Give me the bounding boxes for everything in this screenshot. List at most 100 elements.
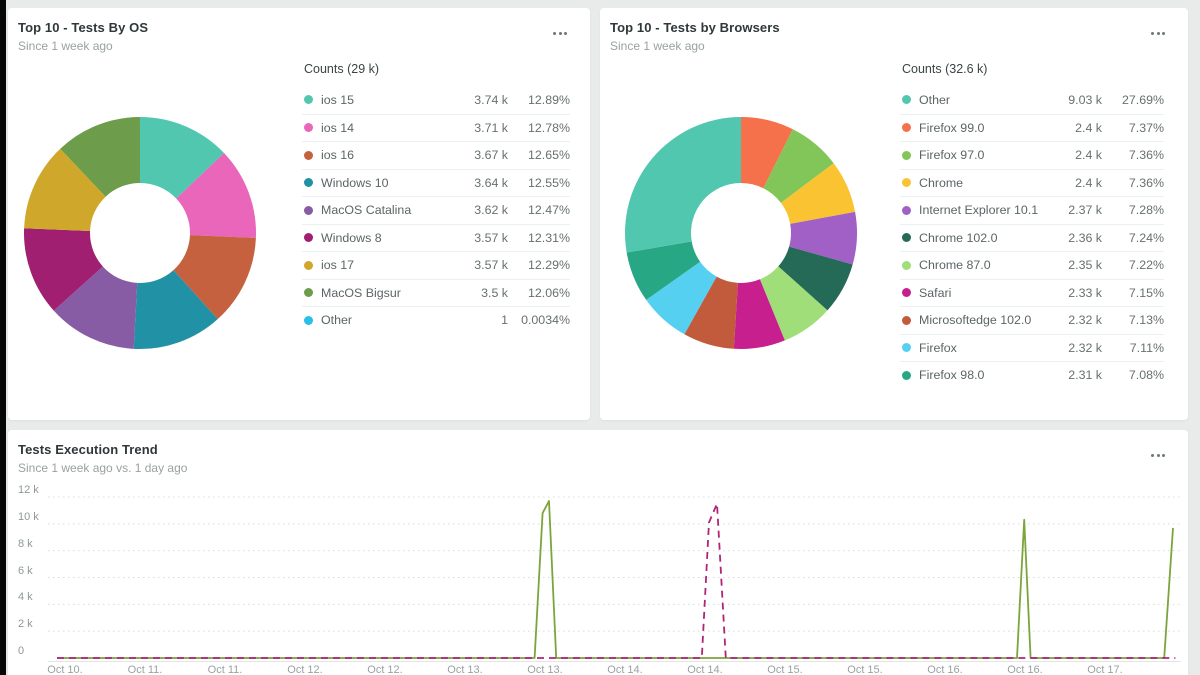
donut-segment[interactable]: [646, 261, 717, 335]
donut-segment[interactable]: [626, 241, 701, 300]
donut-segment[interactable]: [53, 266, 138, 349]
y-axis-label: 2 k: [18, 618, 33, 631]
legend-value: 9.03 k: [1068, 92, 1102, 107]
legend-label: Windows 10: [321, 175, 389, 190]
donut-segment[interactable]: [789, 211, 858, 265]
legend-row[interactable]: Chrome 102.0 2.36 k 7.24%: [900, 223, 1164, 252]
legend-row[interactable]: ios 17 3.57 k 12.29%: [302, 251, 570, 279]
legend-label: Windows 8: [321, 230, 382, 245]
donut-segment[interactable]: [778, 246, 853, 311]
legend-label: Other: [919, 92, 950, 107]
legend-row[interactable]: Firefox 99.0 2.4 k 7.37%: [900, 113, 1164, 142]
donut-segment[interactable]: [763, 129, 834, 203]
legend-value: 3.64 k: [474, 175, 508, 190]
legend-label: ios 15: [321, 92, 355, 107]
legend-row[interactable]: Chrome 2.4 k 7.36%: [900, 168, 1164, 197]
donut-segment[interactable]: [24, 148, 106, 231]
y-axis-label: 10 k: [18, 510, 39, 523]
legend-color-dot: [902, 315, 911, 325]
legend-value: 3.57 k: [474, 258, 508, 273]
panel-menu-icon[interactable]: [1148, 29, 1168, 38]
donut-segment[interactable]: [733, 279, 785, 350]
legend-color-dot: [304, 260, 313, 270]
donut-segment[interactable]: [684, 276, 738, 349]
legend-value: 2.33 k: [1068, 285, 1102, 300]
legend-row[interactable]: Firefox 2.32 k 7.11%: [900, 333, 1164, 362]
donut-segment[interactable]: [140, 117, 225, 199]
x-axis-label: Oct 16.: [927, 664, 963, 675]
legend-rows: Other 9.03 k 27.69% Firefox 99.0 2.4 k 7.37% F…: [900, 86, 1164, 389]
legend-percent: 7.08%: [1128, 368, 1164, 383]
panel-title: Top 10 - Tests By OS: [18, 20, 149, 35]
menu-dot: [1156, 32, 1160, 35]
panel-tests-by-browsers: Top 10 - Tests by Browsers Since 1 week …: [600, 8, 1188, 420]
legend-percent: 12.55%: [527, 175, 570, 190]
legend-label: Firefox: [919, 340, 957, 355]
x-axis-label: Oct 16.: [1007, 664, 1043, 675]
panel-title: Tests Execution Trend: [18, 442, 158, 457]
legend-row[interactable]: Windows 8 3.57 k 12.31%: [302, 223, 570, 252]
legend-value: 2.37 k: [1068, 203, 1102, 218]
x-axis-label: Oct 12.: [367, 664, 403, 675]
donut-segment[interactable]: [24, 228, 103, 311]
x-axis-label: Oct 13.: [527, 664, 563, 675]
donut-segment[interactable]: [780, 163, 856, 224]
panel-menu-icon[interactable]: [550, 29, 570, 38]
legend-row[interactable]: ios 14 3.71 k 12.78%: [302, 113, 570, 142]
legend-color-dot: [304, 315, 313, 325]
legend-row[interactable]: Chrome 87.0 2.35 k 7.22%: [900, 251, 1164, 279]
panel-header: Top 10 - Tests By OS Since 1 week ago: [18, 20, 148, 53]
legend-row[interactable]: Firefox 98.0 2.31 k 7.08%: [900, 361, 1164, 389]
legend-row[interactable]: Microsoftedge 102.0 2.32 k 7.13%: [900, 306, 1164, 334]
legend-percent: 7.24%: [1128, 230, 1164, 245]
legend-row[interactable]: Firefox 97.0 2.4 k 7.36%: [900, 141, 1164, 169]
donut-segment[interactable]: [759, 266, 828, 341]
legend-row[interactable]: Other 9.03 k 27.69%: [900, 86, 1164, 114]
panel-title: Top 10 - Tests by Browsers: [610, 20, 780, 35]
donut-segment[interactable]: [173, 235, 256, 320]
donut-segment[interactable]: [60, 117, 140, 197]
legend-percent: 7.11%: [1129, 340, 1164, 355]
legend-row[interactable]: Other 1 0.0034%: [302, 306, 570, 334]
legend-percent: 0.0034%: [521, 313, 570, 328]
legend-value: 3.5 k: [481, 285, 508, 300]
donut-segment[interactable]: [176, 153, 257, 238]
legend-row[interactable]: MacOS Bigsur 3.5 k 12.06%: [302, 278, 570, 307]
x-axis-label: Oct 10.: [47, 664, 83, 675]
legend-row[interactable]: MacOS Catalina 3.62 k 12.47%: [302, 196, 570, 224]
donut-segment[interactable]: [741, 117, 793, 189]
legend-row[interactable]: ios 15 3.74 k 12.89%: [302, 86, 570, 114]
legend-color-dot: [902, 343, 911, 353]
legend-row[interactable]: Safari 2.33 k 7.15%: [900, 278, 1164, 307]
y-axis-label: 8 k: [18, 537, 33, 550]
os-donut-chart[interactable]: [20, 113, 260, 353]
menu-dot: [1156, 454, 1160, 457]
donut-segment[interactable]: [625, 117, 741, 253]
legend-value: 2.4 k: [1075, 120, 1102, 135]
browsers-legend: Counts (32.6 k) Other 9.03 k 27.69% Firefox…: [900, 62, 1164, 389]
panel-menu-icon[interactable]: [1148, 451, 1168, 460]
legend-label: Microsoftedge 102.0: [919, 313, 1032, 328]
legend-label: MacOS Catalina: [321, 203, 412, 218]
legend-color-dot: [902, 233, 911, 243]
menu-dot: [1151, 32, 1154, 35]
browsers-donut-chart[interactable]: [621, 113, 861, 353]
legend-value: 2.32 k: [1068, 340, 1102, 355]
legend-row[interactable]: ios 16 3.67 k 12.65%: [302, 141, 570, 169]
legend-row[interactable]: Internet Explorer 10.1 2.37 k 7.28%: [900, 196, 1164, 224]
legend-label: ios 17: [321, 258, 355, 273]
menu-dot: [564, 32, 567, 35]
panel-tests-execution-trend: Tests Execution Trend Since 1 week ago v…: [8, 430, 1188, 675]
donut-svg: [24, 117, 257, 350]
menu-dot: [1162, 32, 1165, 35]
y-axis-label: 4 k: [18, 591, 33, 604]
donut-segment[interactable]: [133, 270, 218, 350]
legend-percent: 7.36%: [1128, 175, 1164, 190]
legend-label: Firefox 99.0: [919, 120, 985, 135]
trend-chart[interactable]: 12 k 10 k 8 k 6 k 4 k 2 k 0 Oct 10. Oct 11. Oct 1…: [8, 484, 1188, 675]
legend-row[interactable]: Windows 10 3.64 k 12.55%: [302, 168, 570, 197]
legend-color-dot: [304, 205, 313, 215]
legend-percent: 7.15%: [1128, 285, 1164, 300]
legend-value: 2.4 k: [1075, 148, 1102, 163]
legend-color-dot: [304, 123, 313, 133]
